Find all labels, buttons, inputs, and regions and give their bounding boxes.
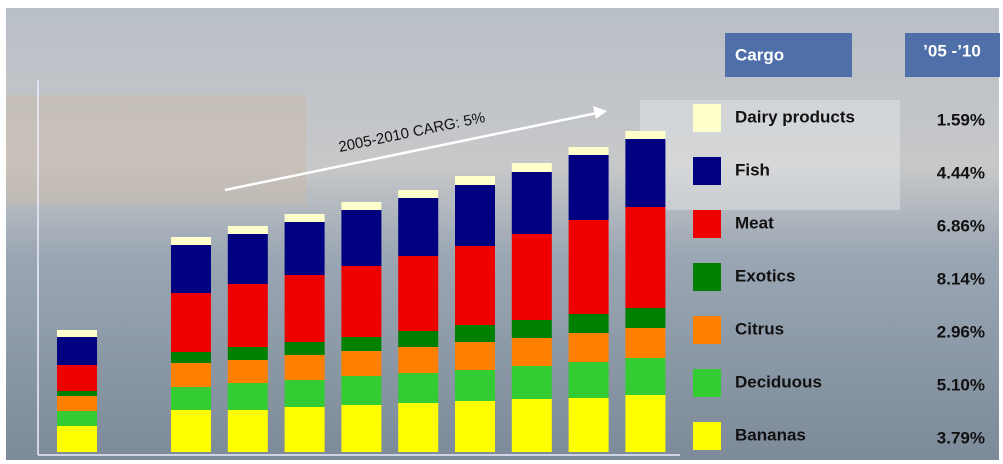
bar-segment (285, 222, 325, 275)
bar-segment (512, 366, 552, 399)
bar-segment (625, 207, 665, 308)
bar-segment (398, 347, 438, 373)
legend-swatch (693, 316, 721, 344)
bar-segment (341, 337, 381, 351)
bar-segment (569, 220, 609, 314)
legend-growth: 8.14% (937, 269, 985, 288)
legend-label: Dairy products (735, 107, 855, 126)
bar-segment (398, 331, 438, 347)
legend-growth: 1.59% (937, 110, 985, 129)
legend-label: Meat (735, 213, 774, 232)
bar-segment (341, 266, 381, 337)
bar-segment (398, 373, 438, 403)
legend-growth: 4.44% (937, 163, 985, 182)
bar-segment (285, 355, 325, 380)
town-silhouette (6, 95, 306, 205)
bar-segment (57, 337, 97, 365)
bar-segment (625, 308, 665, 328)
bar-segment (512, 234, 552, 320)
bar-segment (398, 256, 438, 331)
bar-segment (512, 163, 552, 172)
bar-segment (625, 139, 665, 207)
legend-swatch (693, 210, 721, 238)
legend-label: Deciduous (735, 372, 822, 391)
growth-header: ’05 -’10 (923, 41, 981, 60)
bar-segment (285, 380, 325, 407)
bar-segment (512, 399, 552, 452)
bar-segment (228, 410, 268, 452)
legend-swatch (693, 104, 721, 132)
bar-segment (512, 338, 552, 366)
bar-segment (569, 155, 609, 220)
bar-segment (228, 226, 268, 234)
bar-segment (625, 358, 665, 395)
legend-swatch (693, 369, 721, 397)
legend-growth: 3.79% (937, 428, 985, 447)
bar-segment (171, 237, 211, 245)
bar-segment (57, 330, 97, 337)
bar-segment (625, 395, 665, 452)
bar-segment (512, 320, 552, 338)
legend-growth: 6.86% (937, 216, 985, 235)
bar-segment (455, 401, 495, 452)
bar-segment (569, 398, 609, 452)
bar-segment (569, 333, 609, 362)
bar-segment (455, 185, 495, 246)
bar-segment (228, 347, 268, 360)
bar-segment (171, 245, 211, 293)
chart: 2005-2010 CARG: 5% Cargo ’05 -’10 Banana… (0, 0, 1003, 464)
bar-segment (512, 172, 552, 234)
legend-label: Fish (735, 160, 770, 179)
bar-segment (171, 352, 211, 363)
bar-segment (341, 405, 381, 452)
bar-segment (285, 342, 325, 355)
legend-label: Citrus (735, 319, 784, 338)
bar-segment (171, 410, 211, 452)
bar-segment (398, 190, 438, 198)
bar-segment (171, 363, 211, 387)
bar-segment (625, 328, 665, 358)
bar-segment (285, 214, 325, 222)
legend-growth: 2.96% (937, 322, 985, 341)
legend-label: Bananas (735, 425, 806, 444)
bar-segment (341, 210, 381, 266)
bar-segment (569, 314, 609, 333)
bar-segment (57, 391, 97, 396)
legend-swatch (693, 422, 721, 450)
legend-swatch (693, 157, 721, 185)
bar-segment (398, 198, 438, 256)
bar-segment (171, 293, 211, 352)
legend-header: Cargo (735, 45, 784, 64)
bar-segment (569, 147, 609, 155)
bar-segment (228, 284, 268, 347)
bar-segment (228, 383, 268, 410)
bar-segment (455, 246, 495, 325)
legend-label: Exotics (735, 266, 795, 285)
legend-growth: 5.10% (937, 375, 985, 394)
bar-segment (625, 131, 665, 139)
bar-segment (455, 342, 495, 370)
legend-swatch (693, 263, 721, 291)
bar-segment (341, 351, 381, 376)
bar-segment (57, 426, 97, 452)
bar-segment (341, 202, 381, 210)
bar-segment (57, 365, 97, 391)
bar-segment (228, 360, 268, 383)
bar-segment (285, 275, 325, 342)
bar-segment (455, 370, 495, 401)
bar-segment (455, 325, 495, 342)
bar-segment (57, 411, 97, 426)
bar-segment (569, 362, 609, 398)
bar-segment (341, 376, 381, 405)
bar-segment (228, 234, 268, 284)
bar-segment (455, 176, 495, 185)
bar-segment (57, 396, 97, 411)
bar-segment (398, 403, 438, 452)
bar-segment (171, 387, 211, 410)
bar-segment (285, 407, 325, 452)
